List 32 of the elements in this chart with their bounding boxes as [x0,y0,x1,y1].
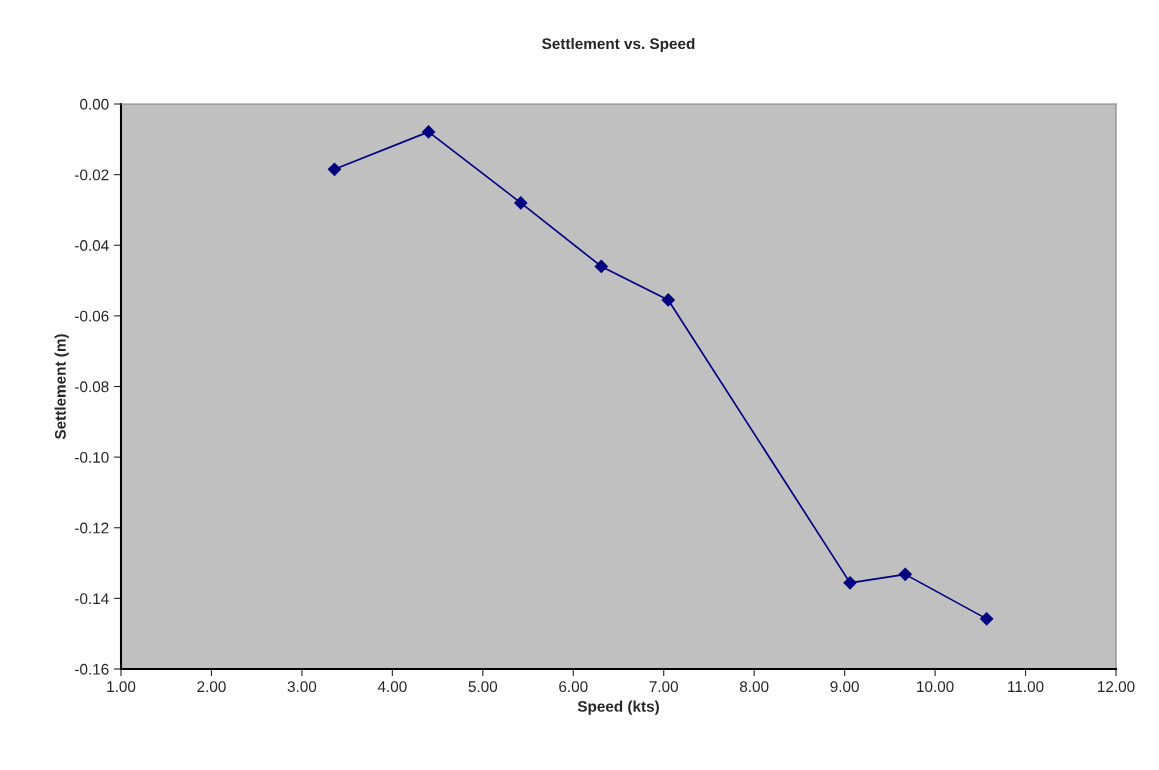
y-tick-label: -0.12 [75,522,109,534]
x-tick-label: 4.00 [377,681,407,693]
x-tick-label: 3.00 [287,681,317,693]
x-tick-label: 12.00 [1098,681,1135,693]
point [661,293,675,307]
chart-title: Settlement vs. Speed [542,37,695,53]
y-tick-label: -0.02 [75,169,109,181]
x-tick-label: 5.00 [468,681,498,693]
x-tick-label: 11.00 [1008,681,1044,693]
y-tick-label: 0.00 [80,98,109,110]
point [898,567,912,581]
y-tick-label: -0.14 [75,593,109,605]
x-tick-label: 8.00 [739,681,769,693]
y-tick-label: -0.08 [75,381,109,393]
x-axis-title: Speed (kts) [577,700,659,715]
y-tick-label: -0.04 [75,240,109,251]
y-axis-title: Settlement (m) [54,334,69,440]
point [980,612,994,626]
x-tick-label: 1.00 [107,681,136,693]
point [843,576,857,590]
x-tick-label: 6.00 [559,681,588,693]
y-tick-label: -0.10 [75,451,109,463]
x-tick-label: 10.00 [917,681,954,693]
point [594,259,608,274]
x-tick-label: 2.00 [197,681,226,693]
point [327,162,342,176]
y-tick-label: -0.06 [75,310,109,322]
point [514,196,528,210]
x-tick-label: 7.00 [649,681,678,693]
y-tick-label: -0.16 [75,663,109,675]
x-tick-label: 9.00 [830,681,859,693]
point [421,125,436,139]
